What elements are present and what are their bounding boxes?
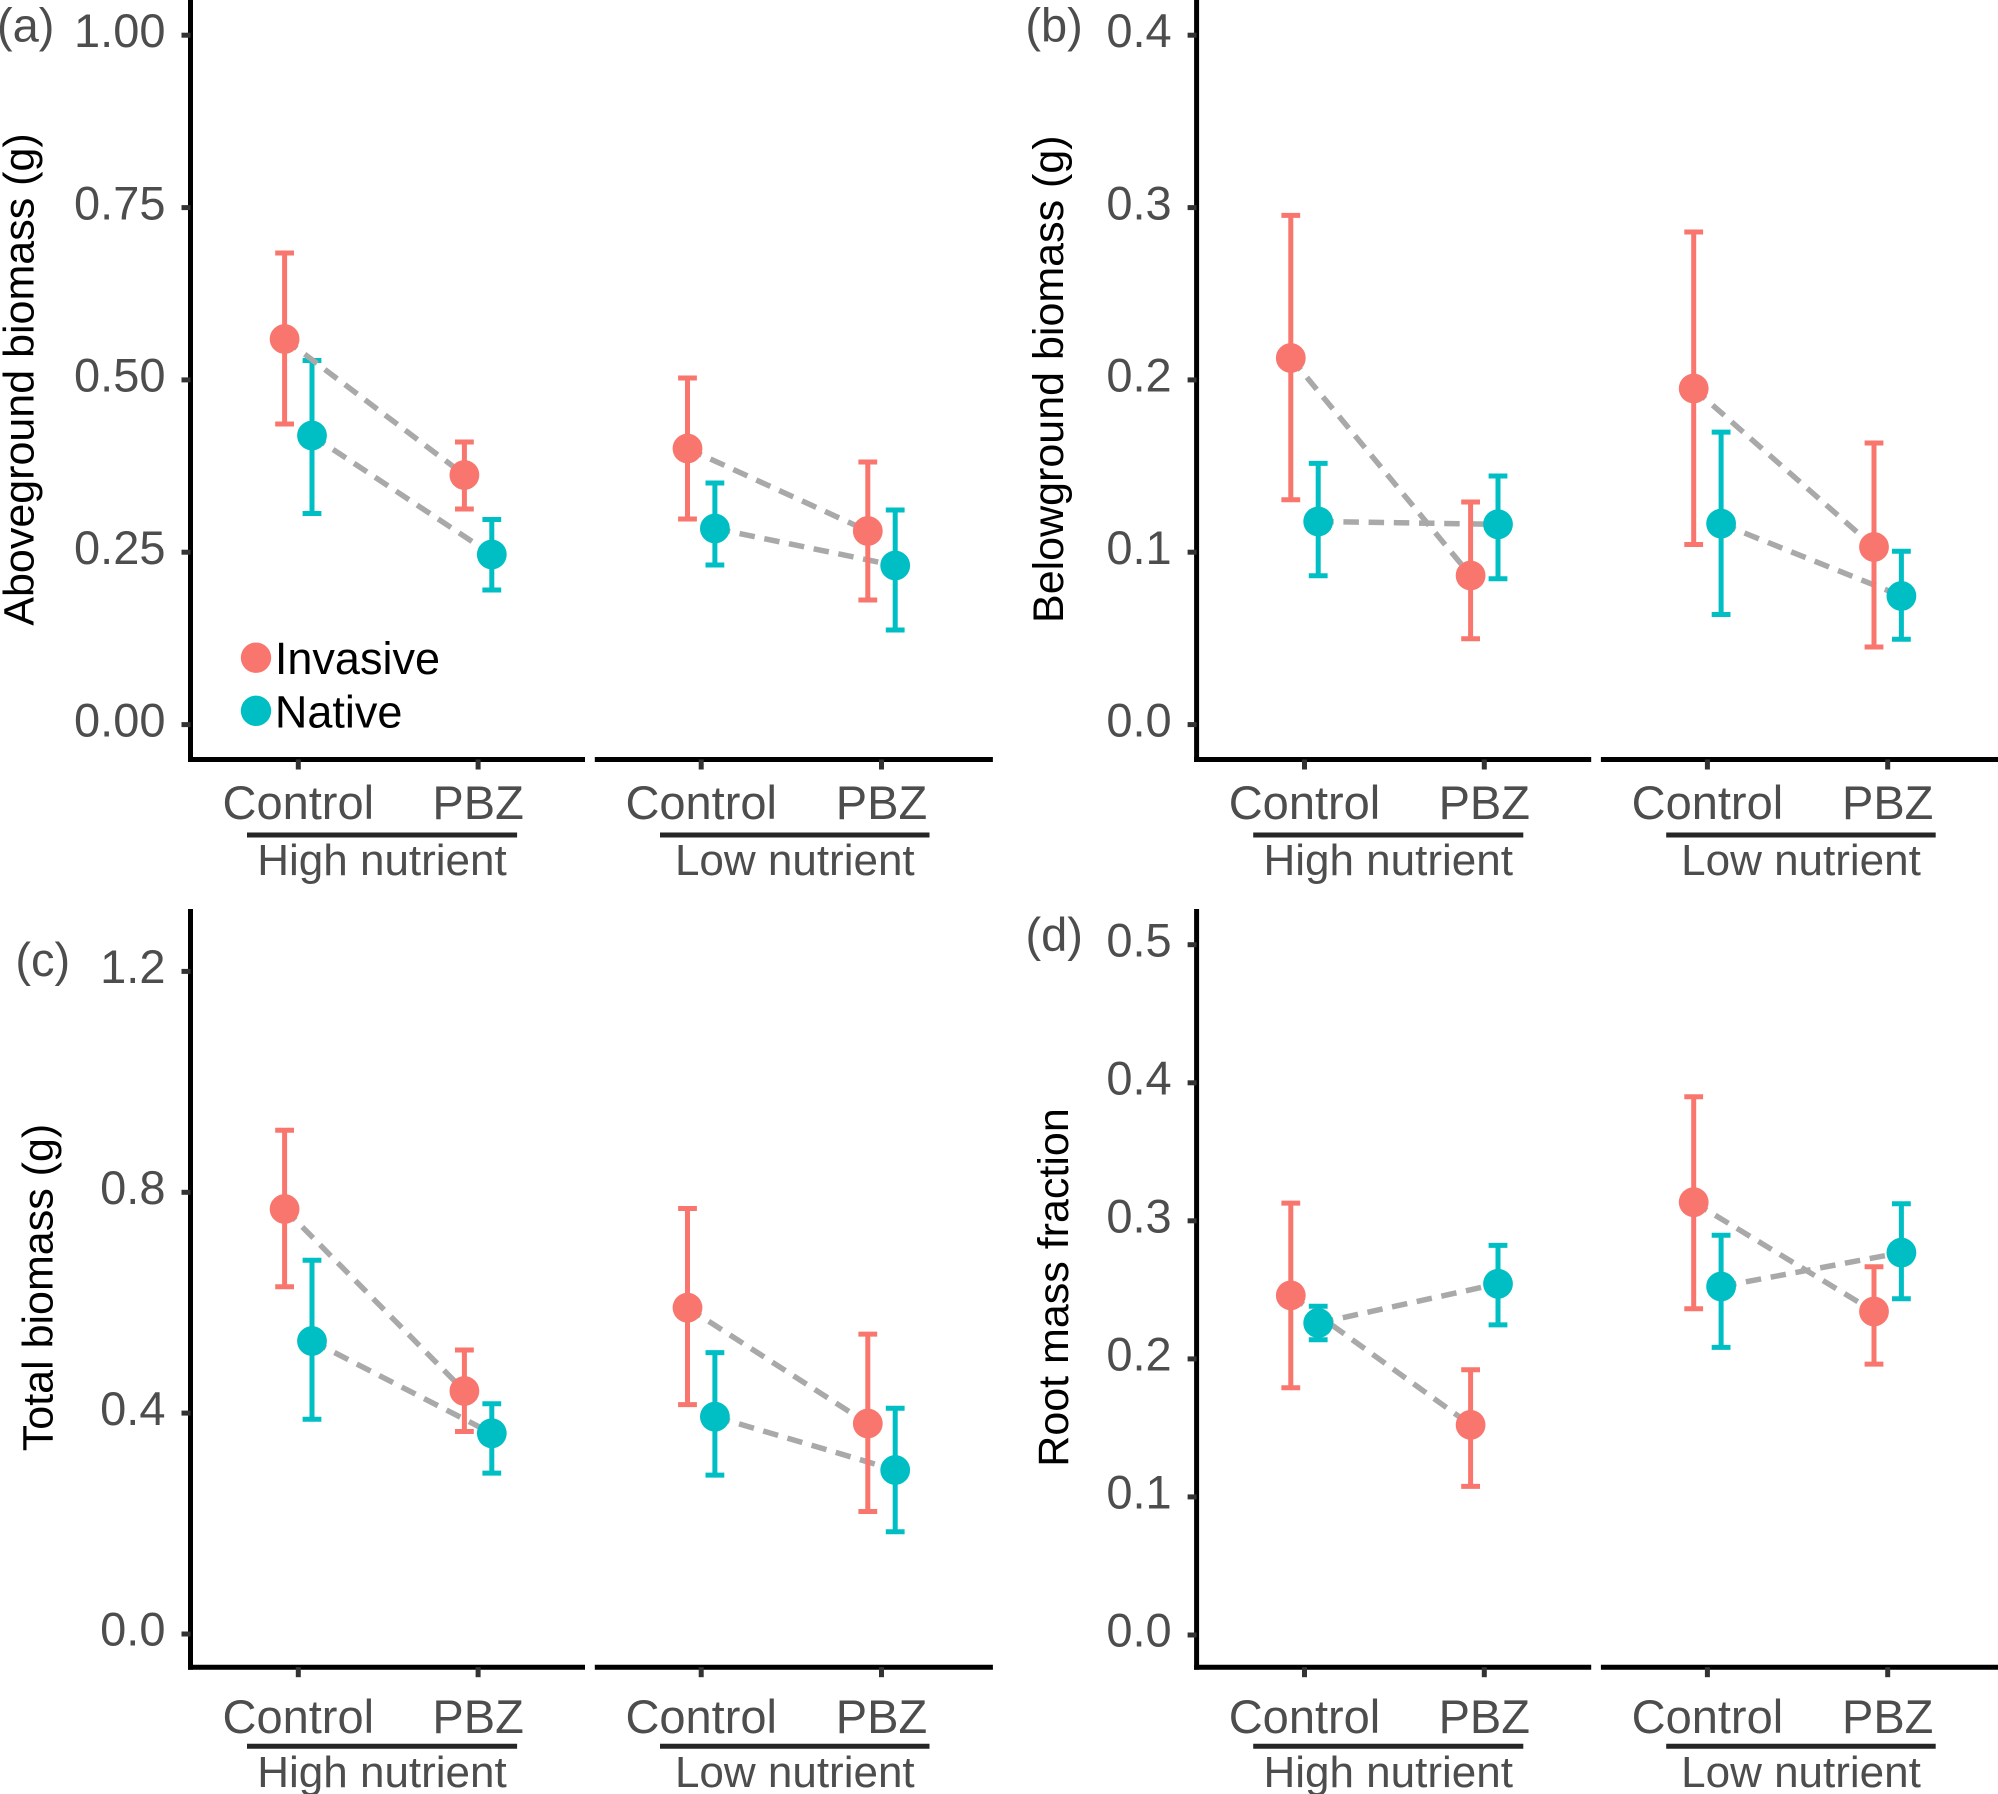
svg-text:0.5: 0.5 [1106,913,1171,966]
svg-text:PBZ: PBZ [836,1690,927,1743]
svg-text:0.00: 0.00 [74,693,165,746]
svg-text:Control: Control [1229,776,1381,829]
svg-text:0.8: 0.8 [100,1161,165,1214]
svg-text:Low nutrient: Low nutrient [675,836,915,885]
svg-text:0.50: 0.50 [74,349,165,402]
svg-text:Belowground biomass (g): Belowground biomass (g) [1025,135,1073,623]
svg-text:(c): (c) [15,933,70,986]
svg-text:0.2: 0.2 [1106,349,1171,402]
svg-text:Control: Control [223,1690,375,1743]
svg-text:Native: Native [275,686,403,737]
svg-text:1.00: 1.00 [74,4,165,57]
svg-text:PBZ: PBZ [1439,1690,1530,1743]
svg-text:0.75: 0.75 [74,176,165,229]
svg-text:0.0: 0.0 [1106,693,1171,746]
svg-text:Total biomass (g): Total biomass (g) [15,1124,63,1451]
svg-text:Control: Control [625,776,777,829]
svg-text:0.1: 0.1 [1106,1466,1171,1519]
svg-text:PBZ: PBZ [1842,776,1933,829]
svg-text:0.1: 0.1 [1106,521,1171,574]
svg-text:Aboveground biomass (g): Aboveground biomass (g) [0,133,44,625]
svg-text:Control: Control [1632,776,1784,829]
svg-text:High nutrient: High nutrient [257,1748,506,1794]
svg-text:0.25: 0.25 [74,521,165,574]
svg-text:(a): (a) [0,0,54,52]
svg-text:0.2: 0.2 [1106,1328,1171,1381]
svg-text:0.4: 0.4 [100,1382,165,1435]
svg-text:Control: Control [1632,1690,1784,1743]
svg-text:PBZ: PBZ [432,776,523,829]
svg-text:Control: Control [223,776,375,829]
svg-text:PBZ: PBZ [836,776,927,829]
svg-text:Control: Control [625,1690,777,1743]
svg-text:Low nutrient: Low nutrient [1681,836,1921,885]
svg-text:Invasive: Invasive [275,633,440,684]
svg-text:High nutrient: High nutrient [257,836,506,885]
svg-text:PBZ: PBZ [1439,776,1530,829]
svg-text:(d): (d) [1026,908,1083,961]
svg-text:(b): (b) [1025,0,1082,52]
svg-text:Root mass fraction: Root mass fraction [1030,1108,1078,1466]
svg-text:1.2: 1.2 [100,940,165,993]
svg-text:0.4: 0.4 [1106,1052,1171,1105]
svg-text:0.0: 0.0 [1106,1604,1171,1657]
svg-text:Low nutrient: Low nutrient [1681,1748,1921,1794]
svg-text:0.4: 0.4 [1106,4,1171,57]
svg-text:0.3: 0.3 [1106,176,1171,229]
svg-text:0.0: 0.0 [100,1603,165,1656]
svg-text:Low nutrient: Low nutrient [675,1748,915,1794]
svg-text:Control: Control [1229,1690,1381,1743]
svg-text:0.3: 0.3 [1106,1190,1171,1243]
svg-text:PBZ: PBZ [1842,1690,1933,1743]
svg-text:High nutrient: High nutrient [1263,1748,1512,1794]
svg-text:High nutrient: High nutrient [1263,836,1512,885]
svg-text:PBZ: PBZ [432,1690,523,1743]
